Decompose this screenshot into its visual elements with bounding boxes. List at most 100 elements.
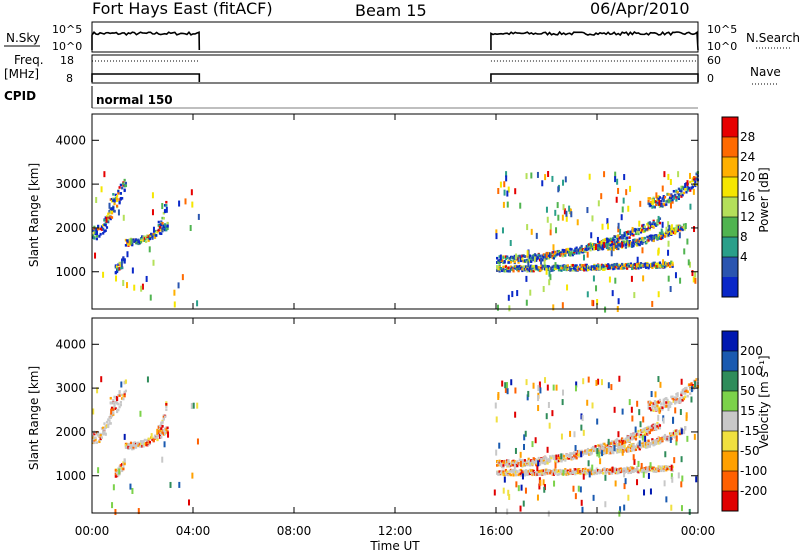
echo-cell <box>651 300 654 307</box>
echo-cell <box>564 468 567 471</box>
echo-cell <box>576 450 579 453</box>
echo-cell <box>562 469 565 476</box>
echo-cell <box>121 393 124 397</box>
echo-cell <box>149 294 152 301</box>
echo-cell <box>134 444 138 447</box>
echo-cell <box>689 383 692 387</box>
echo-cell <box>508 269 511 273</box>
echo-cell <box>122 258 125 261</box>
nsky-label: N.Sky <box>6 31 40 45</box>
echo-cell <box>653 235 657 239</box>
echo-cell <box>665 405 668 408</box>
echo-cell <box>666 398 669 402</box>
echo-cell <box>552 469 556 473</box>
echo-cell <box>608 242 611 246</box>
echo-cell <box>108 209 111 213</box>
echo-cell <box>657 264 660 268</box>
echo-cell <box>502 268 505 271</box>
echo-cell <box>602 447 605 450</box>
echo-cell <box>641 226 644 230</box>
echo-cell <box>593 264 596 268</box>
echo-cell <box>508 464 511 468</box>
echo-cell <box>631 447 634 450</box>
echo-cell <box>658 205 662 209</box>
echo-cell <box>112 199 115 202</box>
echo-cell <box>670 194 673 198</box>
echo-cell <box>166 227 169 231</box>
echo-cell <box>637 262 640 266</box>
power-colorbar-label: Power [dB] <box>757 167 771 232</box>
echo-cell <box>526 267 529 271</box>
echo-cell <box>648 468 651 471</box>
echo-cell <box>660 204 663 208</box>
echo-cell <box>523 255 526 258</box>
echo-cell <box>636 433 639 436</box>
echo-cell <box>112 408 115 411</box>
echo-cell <box>565 267 568 271</box>
echo-cell <box>648 234 651 238</box>
echo-cell <box>591 464 594 471</box>
echo-cell <box>637 443 640 446</box>
echo-cell <box>97 224 100 228</box>
echo-cell <box>100 225 104 228</box>
echo-cell <box>667 231 670 235</box>
echo-cell <box>551 410 554 417</box>
echo-cell <box>497 460 500 464</box>
echo-cell <box>680 391 683 394</box>
echo-cell <box>588 453 591 456</box>
echo-cell <box>115 269 119 273</box>
echo-cell <box>123 458 126 461</box>
echo-cell <box>632 239 635 242</box>
echo-cell <box>543 486 546 493</box>
echo-cell <box>677 195 680 199</box>
echo-cell <box>668 264 672 267</box>
echo-cell <box>682 429 686 432</box>
echo-cell <box>104 229 107 232</box>
echo-cell <box>663 480 666 487</box>
y-tick-label: 1000 <box>55 265 86 279</box>
echo-cell <box>630 275 633 282</box>
echo-cell <box>94 436 97 440</box>
echo-cell <box>638 240 641 243</box>
echo-cell <box>664 451 667 458</box>
echo-cell <box>600 193 603 200</box>
velocity-cells <box>92 375 699 517</box>
echo-cell <box>652 426 655 430</box>
echo-cell <box>667 240 670 247</box>
echo-cell <box>613 406 616 413</box>
echo-cell <box>601 450 604 457</box>
echo-cell <box>496 256 499 260</box>
echo-cell <box>675 393 678 396</box>
echo-cell <box>622 438 625 442</box>
echo-cell <box>675 432 678 436</box>
echo-cell <box>660 406 663 409</box>
echo-cell <box>617 264 620 268</box>
echo-cell <box>603 171 606 178</box>
echo-cell <box>660 228 663 235</box>
echo-cell <box>517 254 520 258</box>
echo-cell <box>118 390 121 393</box>
echo-cell <box>542 286 545 293</box>
echo-cell <box>588 449 591 453</box>
colorbar-frame <box>721 330 739 512</box>
echo-cell <box>662 400 665 404</box>
echo-cell <box>527 261 530 268</box>
echo-cell <box>554 262 557 269</box>
echo-cell <box>661 406 664 410</box>
echo-cell <box>591 247 595 251</box>
echo-cell <box>526 250 529 257</box>
echo-cell <box>512 468 515 472</box>
echo-cell <box>655 441 658 445</box>
echo-cell <box>648 407 651 410</box>
echo-cell <box>508 493 511 500</box>
echo-cell <box>604 501 607 508</box>
echo-cell <box>518 472 521 476</box>
echo-cell <box>671 198 674 202</box>
echo-cell <box>629 443 633 446</box>
colorbar-tick-label: 50 <box>740 384 755 398</box>
echo-cell <box>513 265 516 268</box>
echo-cell <box>628 444 631 448</box>
echo-cell <box>150 232 153 236</box>
echo-cell <box>652 403 655 407</box>
